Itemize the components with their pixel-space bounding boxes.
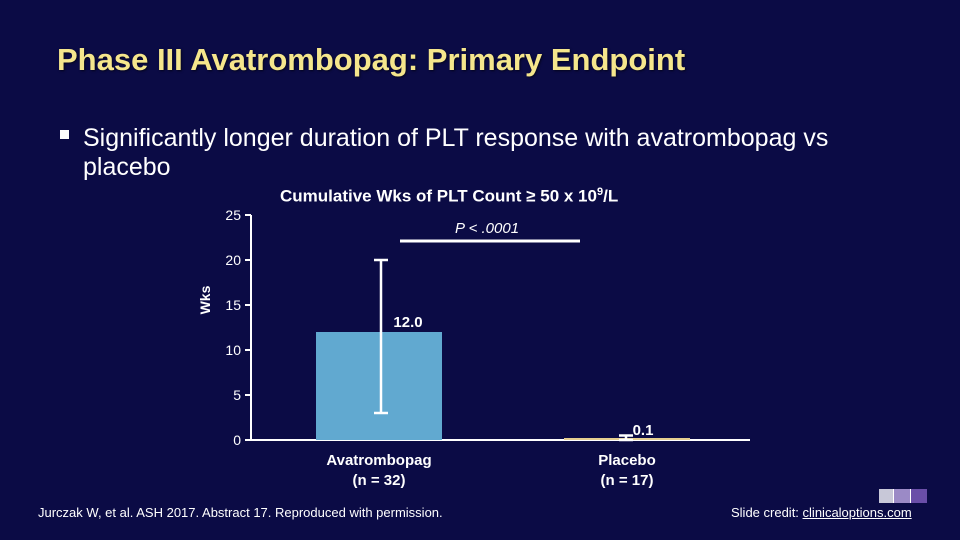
slide-title: Phase III Avatrombopag: Primary Endpoint [57,42,686,77]
x-category-label: Avatrombopag [326,452,431,469]
y-tick-label: 0 [233,432,241,448]
cco-logo [879,489,927,503]
p-value-annotation: P < .0001 [455,220,519,237]
bullet-square-icon [60,130,69,139]
bullet-point: Significantly longer duration of PLT res… [60,124,920,182]
y-tick-label: 20 [225,252,241,268]
footnote: Jurczak W, et al. ASH 2017. Abstract 17.… [38,505,443,520]
y-axis-label: Wks [197,285,213,314]
chart-title: Cumulative Wks of PLT Count ≥ 50 x 109/L [280,186,619,206]
bar-0 [316,332,442,440]
value-label-0: 12.0 [393,314,422,331]
bullet-text: Significantly longer duration of PLT res… [83,124,829,181]
x-category-label: (n = 17) [601,472,654,489]
y-tick-label: 5 [233,387,241,403]
y-tick-label: 10 [225,342,241,358]
y-tick-label: 25 [225,207,241,223]
x-category-label: (n = 32) [353,472,406,489]
value-label-1: 0.1 [633,422,654,439]
y-tick-label: 15 [225,297,241,313]
slide-credit: Slide credit: clinicaloptions.com [731,505,912,520]
x-category-label: Placebo [598,452,656,469]
credit-link[interactable]: clinicaloptions.com [802,505,912,520]
